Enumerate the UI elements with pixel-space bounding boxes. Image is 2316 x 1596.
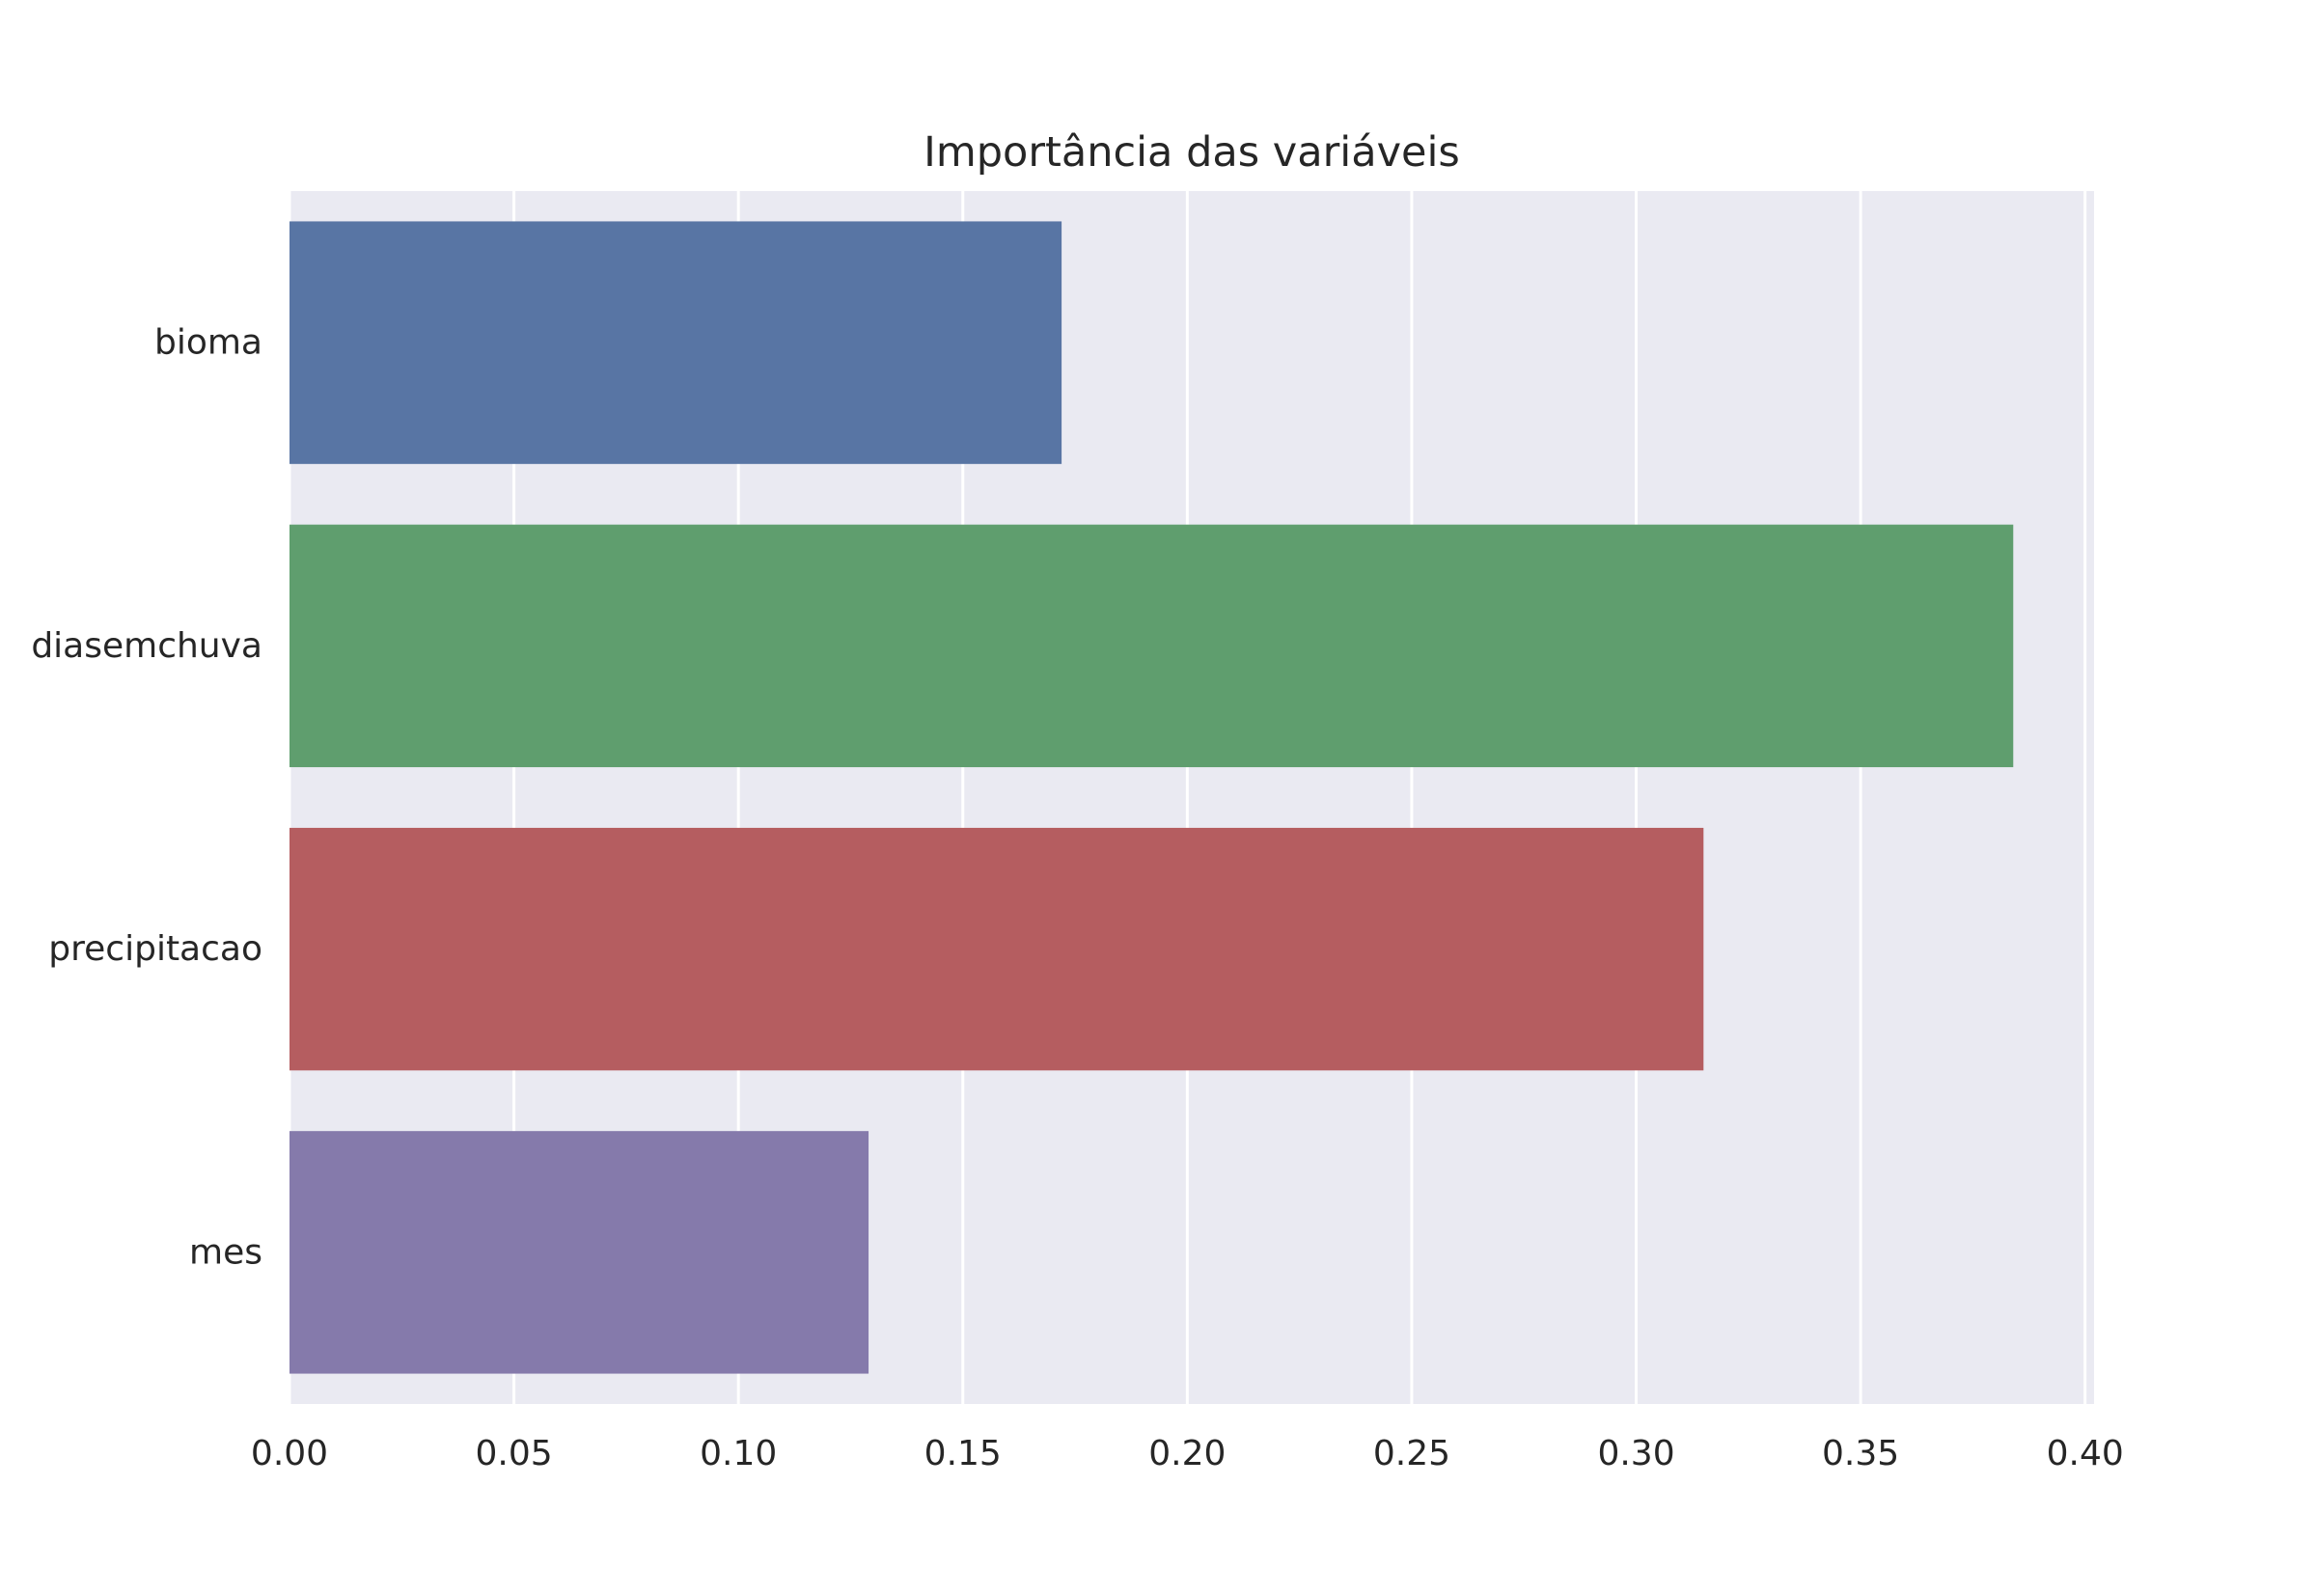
- x-tick-labels: 0.00 0.05 0.10 0.15 0.20 0.25 0.30 0.35 0.40: [251, 1434, 2124, 1473]
- bar-bioma: [290, 221, 1062, 464]
- bar-mes: [290, 1131, 869, 1374]
- x-tick-label: 0.25: [1373, 1434, 1450, 1473]
- bar-precipitacao: [290, 827, 1704, 1071]
- y-tick-labels: bioma diasemchuva precipitacao mes: [31, 323, 262, 1273]
- x-tick-label: 0.20: [1148, 1434, 1226, 1473]
- x-tick-label: 0.40: [2047, 1434, 2124, 1473]
- x-tick-label: 0.30: [1597, 1434, 1674, 1473]
- y-tick-label: precipitacao: [48, 929, 262, 969]
- x-tick-label: 0.15: [924, 1434, 1002, 1473]
- x-tick-label: 0.35: [1822, 1434, 1899, 1473]
- bar-diasemchuva: [290, 524, 2014, 768]
- x-tick-label: 0.05: [476, 1434, 553, 1473]
- chart-title: Importância das variáveis: [924, 128, 1460, 177]
- y-tick-label: bioma: [154, 323, 262, 363]
- bars: [290, 221, 2014, 1374]
- x-tick-label: 0.10: [700, 1434, 777, 1473]
- x-tick-label: 0.00: [251, 1434, 328, 1473]
- y-tick-label: mes: [189, 1232, 262, 1272]
- y-tick-label: diasemchuva: [31, 626, 262, 666]
